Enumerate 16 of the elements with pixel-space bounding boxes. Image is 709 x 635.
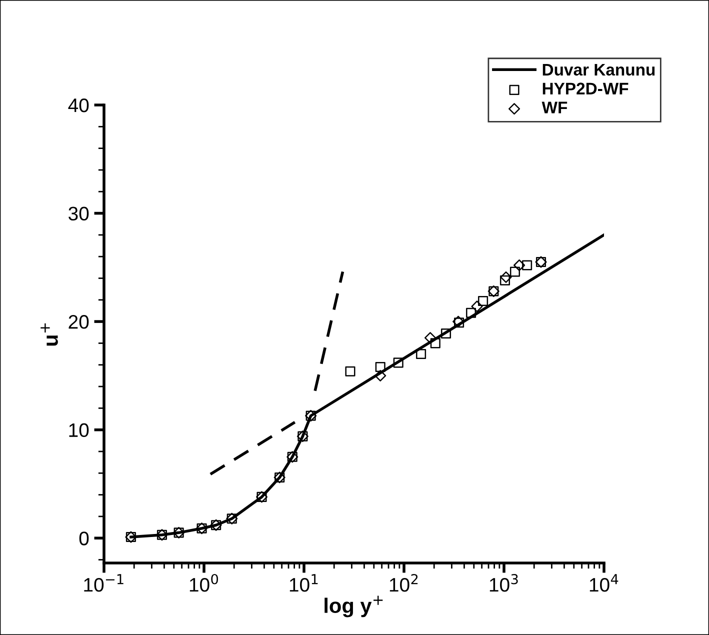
x-axis-title: log y$^{+}$ xyxy=(324,596,383,618)
y-tick-label: 20 xyxy=(68,315,89,329)
x-tick-label: 10$^{3}$ xyxy=(490,574,518,592)
x-tick-label: 10$^{−1}$ xyxy=(84,574,124,592)
y-axis-title: u$^{+}$ xyxy=(40,323,58,346)
legend-label: WF xyxy=(542,102,568,114)
legend-label: Duvar Kanunu xyxy=(542,64,655,76)
x-tick-label: 10$^{2}$ xyxy=(390,574,418,592)
x-tick-label: 10$^{0}$ xyxy=(190,574,218,592)
y-tick-label: 10 xyxy=(69,423,89,438)
x-tick-label: 10$^{4}$ xyxy=(590,574,618,592)
y-tick-label: 30 xyxy=(68,206,89,221)
y-tick-label: 40 xyxy=(68,98,89,112)
x-tick-label: 10$^{1}$ xyxy=(290,574,318,592)
legend-label: HYP2D-WF xyxy=(542,82,628,94)
y-tick-label: 0 xyxy=(79,532,89,546)
